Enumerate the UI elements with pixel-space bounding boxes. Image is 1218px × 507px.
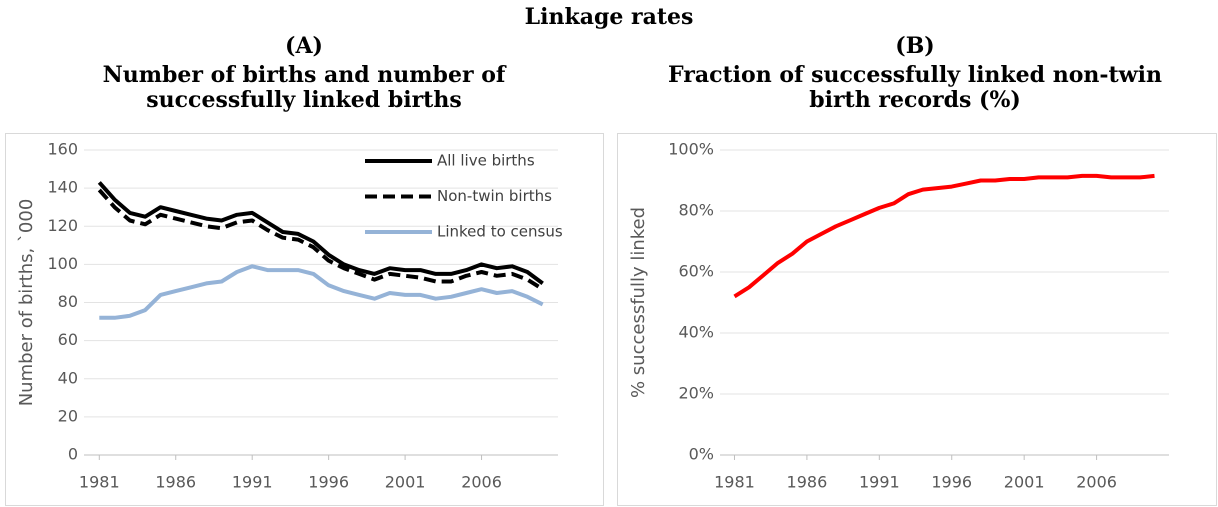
y-tick-label: 100 (47, 254, 78, 273)
panel-title: Fraction of successfully linked non-twin (668, 62, 1162, 88)
panel-title: Number of births and number of (103, 62, 507, 88)
x-tick-label: 2001 (385, 473, 426, 492)
x-tick-label: 1986 (155, 473, 196, 492)
y-tick-label: 60% (678, 262, 714, 281)
series-line (99, 264, 544, 320)
y-tick-label: 20% (678, 384, 714, 403)
y-tick-label: 40% (678, 323, 714, 342)
x-tick-label: 1981 (79, 473, 120, 492)
series-line (97, 181, 544, 286)
x-tick-label: 1986 (787, 473, 828, 492)
legend-label: Linked to census (437, 223, 563, 241)
y-tick-label: 20 (58, 406, 78, 425)
x-tick-label: 2006 (461, 473, 502, 492)
panel-label: (A) (285, 33, 323, 59)
y-tick-label: 60 (58, 330, 78, 349)
panel-title: successfully linked births (146, 87, 461, 113)
y-tick-label: 160 (47, 140, 78, 159)
legend-label: All live births (437, 152, 535, 170)
x-tick-label: 1996 (308, 473, 349, 492)
panel-frame (617, 133, 1217, 506)
x-tick-label: 1981 (714, 473, 755, 492)
y-tick-label: 100% (668, 140, 714, 159)
x-tick-label: 1991 (859, 473, 900, 492)
legend-label: Non-twin births (437, 187, 552, 205)
series-line (97, 188, 544, 291)
x-tick-label: 1991 (232, 473, 273, 492)
panel-label: (B) (895, 33, 934, 59)
y-axis-title: % successfully linked (628, 207, 649, 398)
y-tick-label: 120 (47, 216, 78, 235)
series-line (733, 173, 1155, 299)
x-tick-label: 2001 (1004, 473, 1045, 492)
panel-frame (5, 133, 604, 506)
x-tick-label: 1996 (931, 473, 972, 492)
x-tick-label: 2006 (1076, 473, 1117, 492)
y-tick-label: 0% (689, 445, 714, 464)
chart-panel: (B) Fraction of successfully linked non-t… (617, 33, 1217, 506)
y-tick-label: 80 (58, 292, 78, 311)
y-axis-title: Number of births, `000 (16, 199, 37, 407)
y-tick-label: 40 (58, 368, 78, 387)
y-tick-label: 80% (678, 201, 714, 220)
chart-panel: (A) Number of births and number ofsuccess… (5, 33, 604, 506)
figure-title: Linkage rates (525, 4, 694, 30)
y-tick-label: 140 (47, 178, 78, 197)
panel-title: birth records (%) (809, 87, 1021, 113)
y-tick-label: 0 (68, 445, 78, 464)
